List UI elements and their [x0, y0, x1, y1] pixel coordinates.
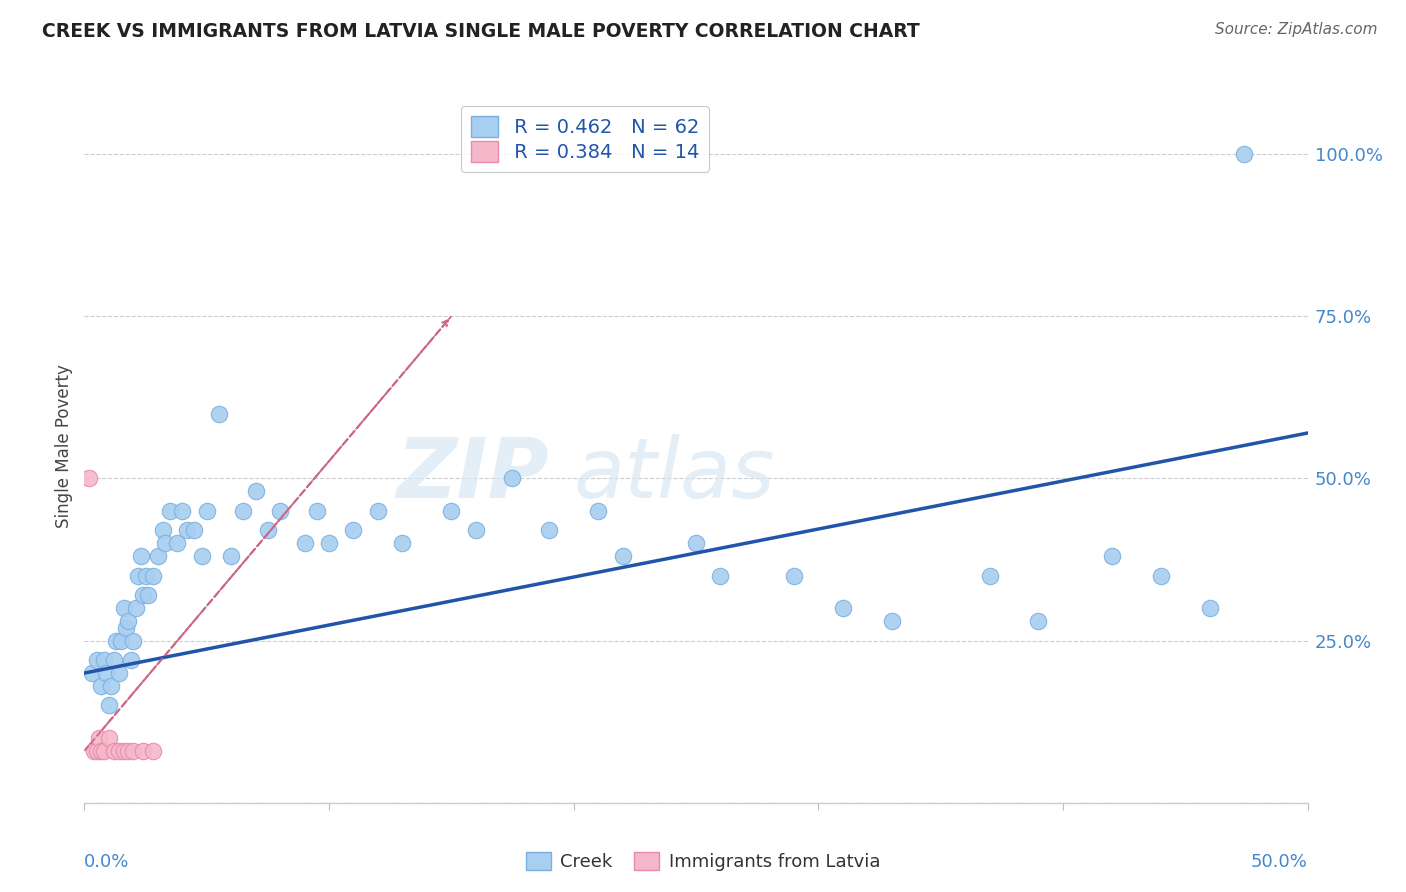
- Point: [245, 484, 267, 499]
- Text: 50.0%: 50.0%: [1251, 853, 1308, 871]
- Point: [979, 568, 1001, 582]
- Point: [107, 666, 129, 681]
- Point: [115, 621, 138, 635]
- Point: [142, 744, 165, 758]
- Point: [93, 744, 115, 758]
- Point: [107, 744, 129, 758]
- Point: [103, 744, 125, 758]
- Point: [219, 549, 242, 564]
- Point: [86, 653, 108, 667]
- Point: [146, 549, 169, 564]
- Point: [77, 471, 100, 485]
- Point: [612, 549, 634, 564]
- Text: ZIP: ZIP: [396, 434, 550, 515]
- Point: [172, 504, 194, 518]
- Point: [208, 407, 231, 421]
- Point: [97, 731, 120, 745]
- Point: [112, 744, 135, 758]
- Text: Source: ZipAtlas.com: Source: ZipAtlas.com: [1215, 22, 1378, 37]
- Point: [1101, 549, 1123, 564]
- Point: [685, 536, 707, 550]
- Point: [176, 524, 198, 538]
- Point: [269, 504, 291, 518]
- Text: 0.0%: 0.0%: [84, 853, 129, 871]
- Point: [440, 504, 463, 518]
- Point: [159, 504, 181, 518]
- Point: [464, 524, 486, 538]
- Point: [1233, 147, 1256, 161]
- Point: [709, 568, 731, 582]
- Point: [1028, 614, 1050, 628]
- Point: [83, 744, 105, 758]
- Point: [1150, 568, 1173, 582]
- Point: [153, 536, 176, 550]
- Text: atlas: atlas: [574, 434, 775, 515]
- Point: [97, 698, 120, 713]
- Point: [132, 588, 155, 602]
- Point: [125, 601, 148, 615]
- Legend: Creek, Immigrants from Latvia: Creek, Immigrants from Latvia: [519, 845, 887, 879]
- Point: [129, 549, 152, 564]
- Point: [110, 633, 132, 648]
- Text: CREEK VS IMMIGRANTS FROM LATVIA SINGLE MALE POVERTY CORRELATION CHART: CREEK VS IMMIGRANTS FROM LATVIA SINGLE M…: [42, 22, 920, 41]
- Point: [127, 568, 149, 582]
- Point: [112, 601, 135, 615]
- Point: [1198, 601, 1220, 615]
- Point: [105, 633, 128, 648]
- Point: [152, 524, 174, 538]
- Point: [342, 524, 364, 538]
- Point: [391, 536, 413, 550]
- Point: [136, 588, 159, 602]
- Point: [195, 504, 218, 518]
- Point: [586, 504, 609, 518]
- Point: [100, 679, 122, 693]
- Point: [80, 666, 103, 681]
- Point: [783, 568, 806, 582]
- Point: [166, 536, 188, 550]
- Point: [318, 536, 340, 550]
- Point: [120, 653, 142, 667]
- Point: [142, 568, 165, 582]
- Y-axis label: Single Male Poverty: Single Male Poverty: [55, 364, 73, 528]
- Point: [93, 653, 115, 667]
- Legend:  R = 0.462   N = 62,  R = 0.384   N = 14: R = 0.462 N = 62, R = 0.384 N = 14: [461, 106, 709, 172]
- Point: [96, 666, 118, 681]
- Point: [294, 536, 316, 550]
- Point: [122, 633, 145, 648]
- Point: [257, 524, 280, 538]
- Point: [232, 504, 254, 518]
- Point: [90, 744, 112, 758]
- Point: [831, 601, 853, 615]
- Point: [183, 524, 205, 538]
- Point: [305, 504, 328, 518]
- Point: [501, 471, 523, 485]
- Point: [880, 614, 903, 628]
- Point: [90, 679, 112, 693]
- Point: [132, 744, 155, 758]
- Point: [367, 504, 389, 518]
- Point: [103, 653, 125, 667]
- Point: [122, 744, 145, 758]
- Point: [117, 744, 139, 758]
- Point: [86, 744, 108, 758]
- Point: [87, 731, 110, 745]
- Point: [191, 549, 214, 564]
- Point: [538, 524, 561, 538]
- Point: [135, 568, 157, 582]
- Point: [117, 614, 139, 628]
